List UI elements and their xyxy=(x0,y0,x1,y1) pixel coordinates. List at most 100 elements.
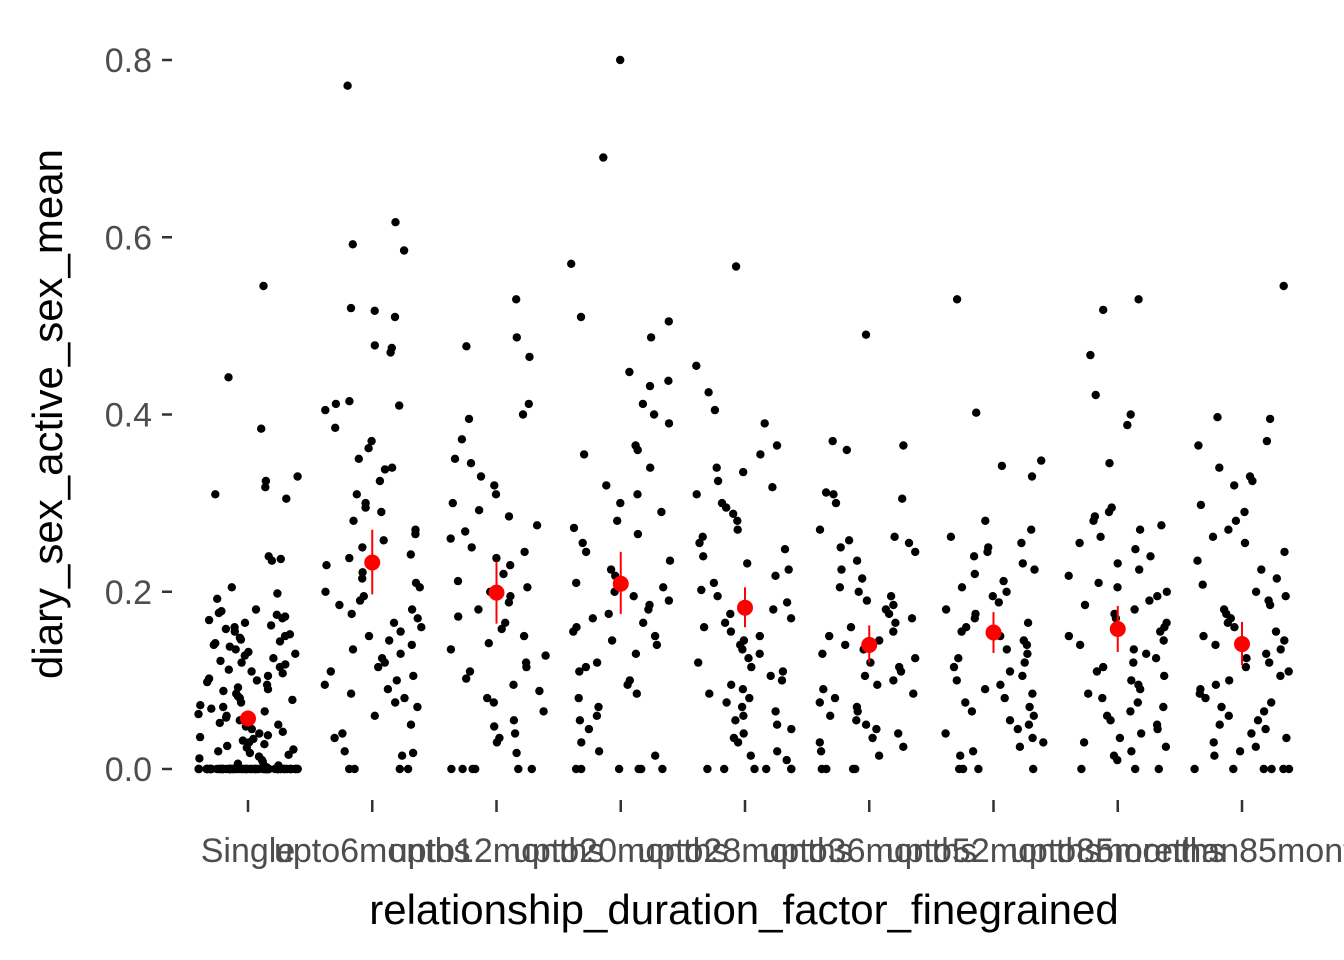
data-point xyxy=(1262,436,1272,446)
data-point xyxy=(194,764,203,774)
data-point xyxy=(606,565,616,574)
data-point xyxy=(214,608,224,618)
data-point xyxy=(322,561,331,570)
data-point xyxy=(875,636,884,645)
data-point xyxy=(377,507,386,517)
data-point xyxy=(1211,640,1220,650)
data-point xyxy=(733,516,742,525)
y-axis-title: diary_sex_active_sex_mean xyxy=(24,149,71,679)
data-point xyxy=(1023,649,1032,658)
data-point xyxy=(293,472,302,481)
data-point xyxy=(787,724,796,734)
data-point xyxy=(1075,538,1084,548)
data-point xyxy=(415,583,424,592)
data-point xyxy=(468,764,477,774)
data-point xyxy=(492,553,501,563)
data-point xyxy=(519,631,529,641)
data-point xyxy=(399,246,409,255)
data-point xyxy=(1208,532,1218,541)
data-point xyxy=(1075,640,1085,650)
data-point xyxy=(633,490,642,499)
data-point xyxy=(815,525,825,534)
data-point xyxy=(787,764,796,774)
data-point xyxy=(195,732,205,742)
data-point xyxy=(370,711,379,720)
data-point xyxy=(584,724,594,734)
data-point xyxy=(284,750,293,759)
data-point xyxy=(731,262,741,271)
data-point xyxy=(1094,578,1103,588)
data-point xyxy=(1030,565,1039,574)
data-point xyxy=(778,667,788,676)
data-point xyxy=(1279,281,1288,291)
data-point xyxy=(413,702,422,712)
data-point xyxy=(889,627,898,636)
data-point xyxy=(532,521,542,530)
data-point xyxy=(264,764,273,774)
data-point xyxy=(1230,481,1239,490)
data-point xyxy=(745,693,754,703)
data-point xyxy=(852,556,862,565)
data-point xyxy=(720,764,729,774)
data-point xyxy=(739,467,748,477)
data-point xyxy=(1134,295,1143,304)
data-point xyxy=(659,583,668,592)
data-point xyxy=(1018,559,1027,568)
data-point xyxy=(830,693,840,703)
data-point xyxy=(858,574,867,583)
data-point xyxy=(350,764,359,774)
data-point xyxy=(348,645,358,654)
data-point xyxy=(890,532,899,541)
data-point xyxy=(884,609,894,619)
data-point xyxy=(524,399,533,409)
data-point xyxy=(260,707,269,716)
data-point xyxy=(866,658,875,667)
data-point xyxy=(335,600,344,610)
data-point xyxy=(602,481,611,490)
data-point xyxy=(581,662,591,672)
data-point xyxy=(1251,742,1261,751)
data-point xyxy=(907,614,917,623)
y-tick-label: 0.2 xyxy=(105,574,152,612)
data-point xyxy=(592,711,602,720)
data-point xyxy=(1005,667,1015,676)
data-point xyxy=(1146,552,1155,561)
data-point xyxy=(958,764,968,774)
data-point xyxy=(345,397,354,406)
data-point xyxy=(1104,507,1114,517)
data-point xyxy=(710,405,720,415)
data-point xyxy=(349,516,358,525)
data-point xyxy=(1280,636,1289,645)
data-point xyxy=(417,623,426,632)
data-point xyxy=(446,534,455,543)
data-point xyxy=(1267,764,1276,774)
data-point xyxy=(213,594,222,603)
data-point xyxy=(952,676,961,685)
x-tick-label: upto28months xyxy=(637,832,853,870)
data-point xyxy=(231,645,240,654)
data-point xyxy=(874,751,884,760)
data-point xyxy=(713,476,723,486)
data-point xyxy=(703,764,712,774)
data-point xyxy=(1029,764,1038,774)
data-point xyxy=(1153,592,1162,601)
data-point xyxy=(278,614,287,623)
data-point xyxy=(453,576,463,586)
data-point xyxy=(705,689,714,698)
data-point xyxy=(1240,538,1250,548)
data-point xyxy=(1079,738,1089,747)
data-point xyxy=(403,764,413,774)
data-point xyxy=(214,747,223,756)
data-point xyxy=(957,627,966,636)
data-point xyxy=(720,618,730,627)
data-point xyxy=(409,671,418,681)
data-point xyxy=(842,445,851,455)
data-point xyxy=(1251,587,1261,596)
data-point xyxy=(634,764,643,774)
mean-point xyxy=(1109,620,1126,637)
data-point xyxy=(772,441,782,450)
data-point xyxy=(956,751,965,760)
data-point xyxy=(1280,547,1289,557)
data-point xyxy=(237,658,246,667)
data-point xyxy=(712,463,721,472)
